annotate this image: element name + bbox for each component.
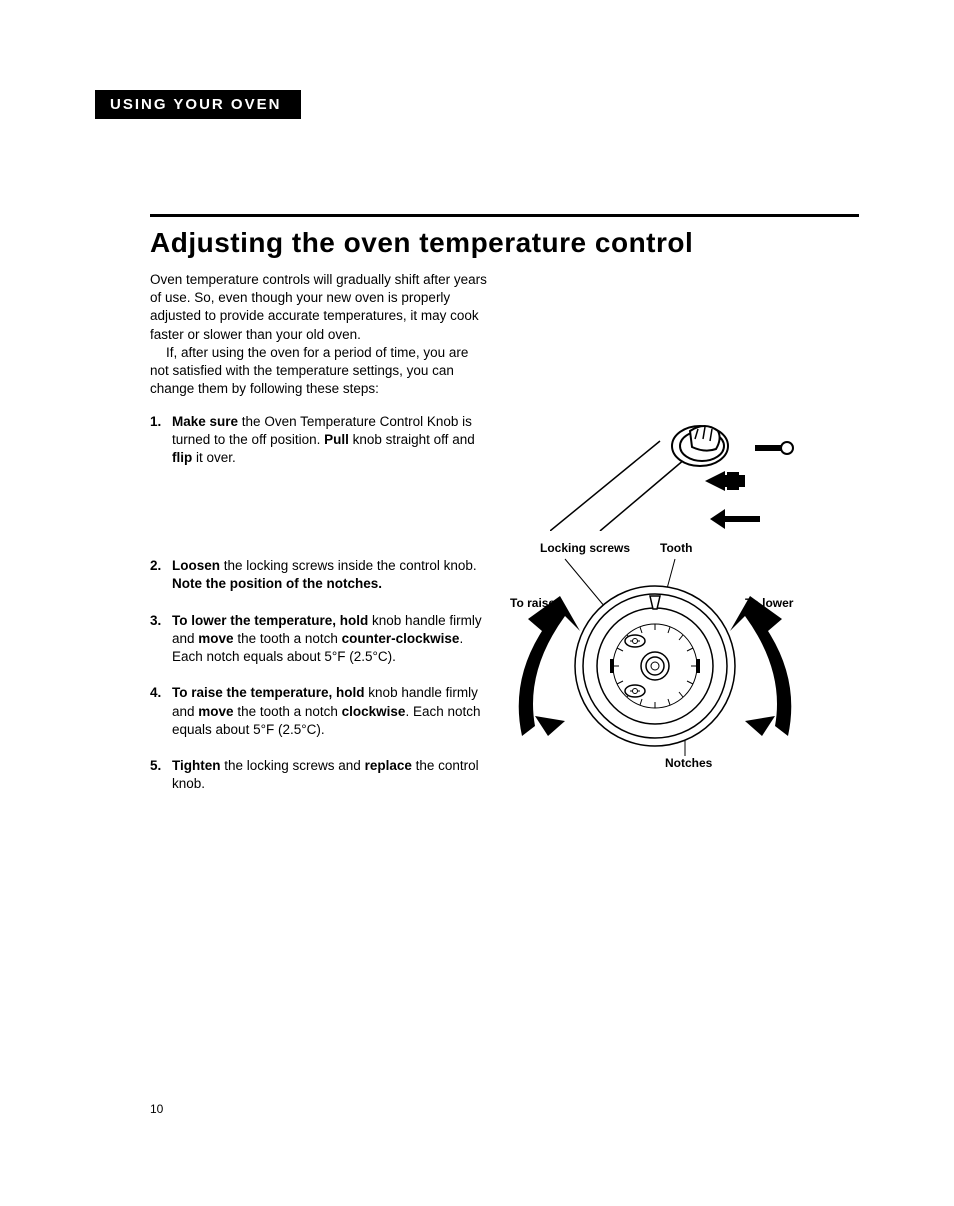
figure-column: Locking screws Tooth To raise To lower N…: [510, 271, 850, 811]
step-item: 3.To lower the temperature, hold knob ha…: [150, 612, 490, 667]
section-tab: USING YOUR OVEN: [95, 90, 301, 119]
step-item: 1.Make sure the Oven Temperature Control…: [150, 413, 490, 468]
step-body: Loosen the locking screws inside the con…: [172, 557, 490, 593]
step-number: 1.: [150, 413, 172, 468]
intro-p1: Oven temperature controls will gradually…: [150, 271, 490, 344]
intro-text: Oven temperature controls will gradually…: [150, 271, 490, 399]
content-area: Oven temperature controls will gradually…: [150, 271, 859, 811]
step-item: 5.Tighten the locking screws and replace…: [150, 757, 490, 793]
text-column: Oven temperature controls will gradually…: [150, 271, 490, 811]
step-body: Make sure the Oven Temperature Control K…: [172, 413, 490, 468]
step-item: 4.To raise the temperature, hold knob ha…: [150, 684, 490, 739]
step-item: 2.Loosen the locking screws inside the c…: [150, 557, 490, 593]
label-tooth: Tooth: [660, 541, 692, 555]
figure-knob-back: Locking screws Tooth To raise To lower N…: [510, 541, 800, 781]
step-number: 3.: [150, 612, 172, 667]
label-to-lower: To lower: [745, 596, 793, 610]
title-rule: [150, 214, 859, 217]
page-number: 10: [150, 1102, 163, 1116]
intro-p2: If, after using the oven for a period of…: [150, 344, 490, 399]
step-body: To raise the temperature, hold knob hand…: [172, 684, 490, 739]
label-to-raise: To raise: [510, 596, 555, 610]
label-notches: Notches: [665, 756, 712, 770]
figure-pull-knob: [550, 411, 810, 531]
step-number: 2.: [150, 557, 172, 593]
step-number: 5.: [150, 757, 172, 793]
step-body: Tighten the locking screws and replace t…: [172, 757, 490, 793]
page-title: Adjusting the oven temperature control: [150, 227, 859, 259]
step-number: 4.: [150, 684, 172, 739]
steps-list: 1.Make sure the Oven Temperature Control…: [150, 413, 490, 794]
step-body: To lower the temperature, hold knob hand…: [172, 612, 490, 667]
label-locking-screws: Locking screws: [540, 541, 630, 555]
